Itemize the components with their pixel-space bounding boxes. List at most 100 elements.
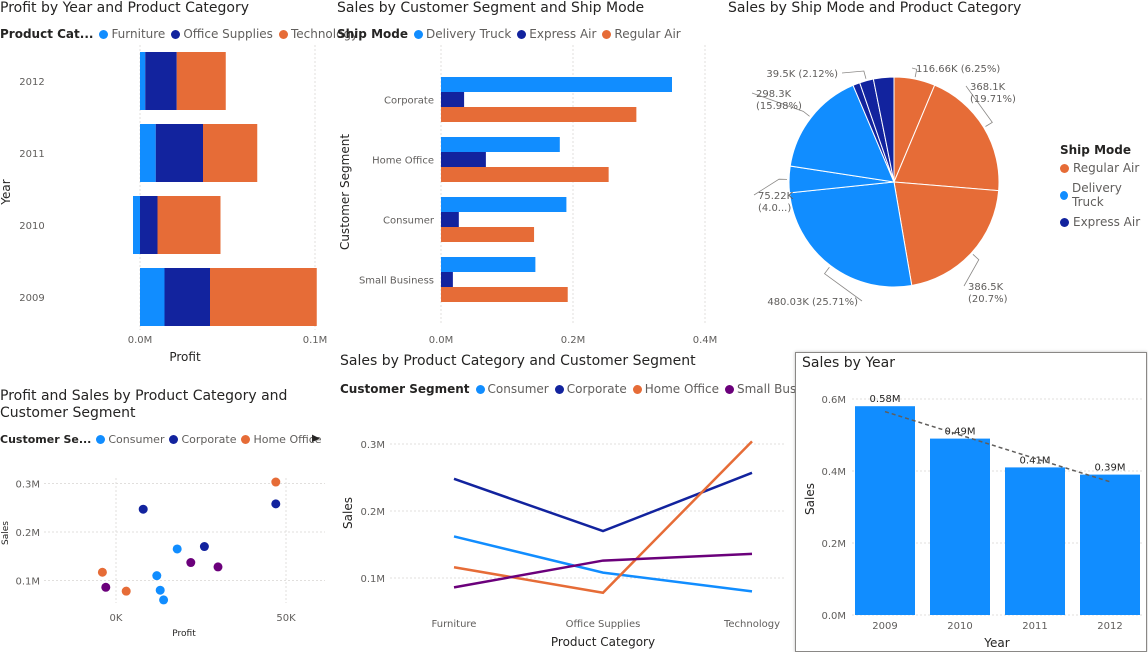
v3-slice-3 bbox=[789, 181, 913, 288]
v4-point-3-0 bbox=[101, 582, 111, 592]
v1-bar-furniture-2010 bbox=[133, 196, 140, 254]
v2-y-tick-home-office: Home Office bbox=[372, 156, 434, 167]
legend-item-express-air[interactable]: Express Air bbox=[517, 27, 596, 41]
v3-leader-line bbox=[965, 85, 993, 127]
v6-x-tick-2010: 2010 bbox=[947, 621, 972, 632]
v4-x-tick-1: 50K bbox=[276, 613, 296, 624]
v4-point-2-0 bbox=[97, 567, 107, 577]
v4-ylabel: Sales bbox=[1, 521, 11, 545]
sales-by-year-visual[interactable]: Sales by Year Sales Year 0.0M 0.2M 0.4M 0.6… bbox=[795, 352, 1147, 652]
legend-item-regular-air[interactable]: Regular Air bbox=[602, 27, 681, 41]
v6-ylabel: Sales bbox=[803, 483, 817, 515]
v1-y-tick-2009: 2009 bbox=[19, 293, 44, 304]
v3-legend-title: Ship Mode bbox=[1060, 143, 1131, 157]
v4-legend-title: Customer Se... bbox=[0, 433, 92, 446]
v2-bar-regular-air bbox=[441, 287, 568, 302]
v6-x-tick-2011: 2011 bbox=[1022, 621, 1047, 632]
legend-item-furniture[interactable]: Furniture bbox=[99, 27, 165, 41]
v2-bar-regular-air bbox=[441, 167, 609, 182]
v6-data-label-2010: 0.49M bbox=[945, 427, 976, 438]
v4-point-1-0 bbox=[138, 504, 148, 514]
v2-bar-regular-air bbox=[441, 107, 637, 122]
v6-y-tick-0: 0.0M bbox=[821, 611, 846, 622]
v4-point-0-1 bbox=[172, 544, 182, 554]
v3-data-label: 386.5K (20.7%) bbox=[968, 282, 1008, 305]
legend-item-delivery-truck[interactable]: Delivery Truck bbox=[413, 27, 511, 41]
v4-y-tick-2: 0.3M bbox=[15, 480, 40, 491]
v4-point-2-1 bbox=[121, 586, 131, 596]
legend-item-consumer[interactable]: Consumer bbox=[96, 433, 164, 446]
v1-xlabel: Profit bbox=[169, 350, 201, 364]
v2-title: Sales by Customer Segment and Ship Mode bbox=[337, 0, 645, 16]
legend-item-consumer[interactable]: Consumer bbox=[475, 382, 549, 396]
sales-by-segment-visual[interactable]: Sales by Customer Segment and Ship Mode … bbox=[337, 0, 717, 350]
v1-title: Profit by Year and Product Category bbox=[0, 0, 250, 16]
v1-chart: Year 0.0M 0.1M 2012 2011 2010 2009 bbox=[0, 45, 327, 346]
v3-leader-line bbox=[841, 70, 867, 79]
v2-bar-regular-air bbox=[441, 227, 535, 242]
legend-scroll-icon[interactable]: ▶ bbox=[312, 433, 320, 444]
v5-line-corporate bbox=[453, 471, 753, 533]
v5-chart: Sales Product Category 0.1M 0.2M 0.3M Furni… bbox=[341, 440, 785, 649]
legend-item-delivery-truck[interactable]: Delivery Truck bbox=[1060, 181, 1148, 209]
v5-title: Sales by Product Category and Customer S… bbox=[340, 353, 696, 369]
legend-item-office-supplies[interactable]: Office Supplies bbox=[171, 27, 273, 41]
profit-sales-scatter-visual[interactable]: Profit and Sales by Product Category and… bbox=[0, 388, 330, 650]
v6-trend-line bbox=[884, 410, 1111, 483]
profit-by-year-visual[interactable]: Profit by Year and Product Category Prod… bbox=[0, 0, 358, 364]
legend-item-corporate[interactable]: Corporate bbox=[169, 433, 236, 446]
v4-x-tick-0: 0K bbox=[110, 613, 123, 624]
v5-y-tick-2: 0.3M bbox=[360, 440, 385, 451]
v2-bar-express-air bbox=[441, 152, 486, 167]
v2-bar-express-air bbox=[441, 272, 453, 287]
v3-slice-8 bbox=[872, 76, 895, 183]
sales-line-visual[interactable]: Sales by Product Category and Customer S… bbox=[340, 353, 827, 652]
v4-point-0-2 bbox=[152, 571, 162, 581]
v6-bar-2011 bbox=[1005, 467, 1065, 615]
v1-bar-technology-2010 bbox=[157, 196, 221, 254]
v2-y-tick-consumer: Consumer bbox=[383, 216, 435, 227]
v1-bar-technology-2011 bbox=[203, 124, 258, 182]
v3-data-label: 298.3K (15.98%) bbox=[756, 89, 802, 112]
legend-item-technology[interactable]: Technology bbox=[278, 27, 358, 41]
v6-data-label-2011: 0.41M bbox=[1020, 455, 1051, 466]
v3-data-label: 39.5K (2.12%) bbox=[766, 69, 838, 80]
v6-data-label-2009: 0.58M bbox=[870, 394, 901, 405]
v3-chart: 116.66K (6.25%) 368.1K (19.71%) 386.5K (20.7… bbox=[751, 64, 1016, 308]
v1-ylabel: Year bbox=[0, 179, 13, 205]
v4-point-1-2 bbox=[271, 499, 281, 509]
v6-y-tick-3: 0.6M bbox=[821, 395, 846, 406]
v2-chart: Customer Segment 0.0M 0.2M 0.4M Corporat… bbox=[338, 45, 717, 346]
legend-item-home-office[interactable]: Home Office bbox=[241, 433, 322, 446]
v6-bar-2012 bbox=[1080, 474, 1140, 615]
v5-y-tick-1: 0.2M bbox=[360, 507, 385, 518]
v3-slice-2 bbox=[893, 181, 1000, 287]
v5-ylabel: Sales bbox=[341, 497, 355, 529]
v1-bar-furniture-2011 bbox=[140, 124, 156, 182]
v1-bar-furniture-2012 bbox=[140, 52, 146, 110]
v5-legend-title: Customer Segment bbox=[340, 382, 470, 396]
v1-x-tick-0: 0.0M bbox=[128, 335, 153, 346]
v1-legend: Product Cat... Furniture Office Supplies… bbox=[0, 27, 358, 41]
v6-y-tick-1: 0.2M bbox=[821, 539, 846, 550]
legend-item-express-air[interactable]: Express Air bbox=[1060, 215, 1148, 229]
v2-x-tick-0: 0.0M bbox=[429, 335, 454, 346]
v5-x-tick-office-supplies: Office Supplies bbox=[566, 619, 641, 630]
v4-y-tick-1: 0.2M bbox=[15, 528, 40, 539]
v4-title: Profit and Sales by Product Category and… bbox=[0, 388, 288, 421]
legend-item-corporate[interactable]: Corporate bbox=[554, 382, 627, 396]
v4-point-3-2 bbox=[213, 562, 223, 572]
v3-data-label: 116.66K (6.25%) bbox=[916, 64, 1000, 75]
v6-x-tick-2012: 2012 bbox=[1097, 621, 1122, 632]
legend-item-home-office[interactable]: Home Office bbox=[632, 382, 719, 396]
v4-point-3-1 bbox=[186, 558, 196, 568]
v2-legend: Ship Mode Delivery Truck Express Air Reg… bbox=[337, 27, 681, 41]
v2-x-tick-1: 0.2M bbox=[561, 335, 586, 346]
v1-bar-technology-2009 bbox=[210, 268, 317, 326]
sales-by-shipmode-visual[interactable]: Sales by Ship Mode and Product Category … bbox=[728, 0, 1148, 350]
v5-y-tick-0: 0.1M bbox=[360, 574, 385, 585]
v3-leader-line bbox=[753, 178, 788, 196]
v2-bar-express-air bbox=[441, 212, 459, 227]
legend-item-regular-air[interactable]: Regular Air bbox=[1060, 161, 1148, 175]
v3-slice-1 bbox=[893, 84, 1000, 192]
